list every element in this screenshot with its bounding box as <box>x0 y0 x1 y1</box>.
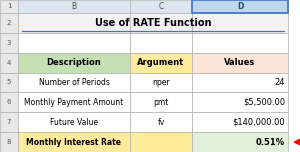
Text: pmt: pmt <box>153 98 169 107</box>
Bar <box>0 13 18 33</box>
Bar <box>0 73 18 92</box>
Text: 2: 2 <box>7 20 11 26</box>
Bar <box>130 33 192 53</box>
Text: Description: Description <box>46 58 101 67</box>
Bar <box>130 112 192 132</box>
Text: $5,500.00: $5,500.00 <box>243 98 285 107</box>
Bar <box>0 53 18 73</box>
Text: 3: 3 <box>7 40 11 46</box>
Text: 6: 6 <box>7 99 11 105</box>
Bar <box>18 0 130 13</box>
Bar <box>18 132 130 152</box>
Bar <box>192 132 288 152</box>
Bar <box>18 13 130 33</box>
Bar <box>192 0 288 13</box>
Text: Number of Periods: Number of Periods <box>39 78 110 87</box>
Bar <box>0 92 18 112</box>
Text: 5: 5 <box>7 79 11 85</box>
Text: C: C <box>158 2 164 11</box>
Bar <box>0 132 18 152</box>
Text: 0.51%: 0.51% <box>256 138 285 147</box>
Bar <box>192 0 288 13</box>
Bar <box>192 13 288 33</box>
Bar <box>0 112 18 132</box>
Text: $140,000.00: $140,000.00 <box>232 118 285 127</box>
Bar <box>130 73 192 92</box>
Bar <box>192 92 288 112</box>
Bar <box>192 33 288 53</box>
Bar <box>130 13 192 33</box>
Bar <box>192 73 288 92</box>
Text: Use of RATE Function: Use of RATE Function <box>95 18 211 28</box>
Text: Future Value: Future Value <box>50 118 98 127</box>
Text: fv: fv <box>158 118 165 127</box>
Text: 24: 24 <box>274 78 285 87</box>
Bar <box>130 53 192 73</box>
Bar <box>0 33 18 53</box>
Text: D: D <box>237 2 243 11</box>
Bar <box>18 73 130 92</box>
Bar <box>18 33 130 53</box>
Bar <box>18 112 130 132</box>
Text: nper: nper <box>152 78 170 87</box>
Bar <box>130 132 192 152</box>
Bar <box>18 92 130 112</box>
Text: 8: 8 <box>7 139 11 145</box>
Text: Values: Values <box>224 58 256 67</box>
Bar <box>130 92 192 112</box>
Bar <box>130 0 192 13</box>
Text: Monthly Payment Amount: Monthly Payment Amount <box>24 98 124 107</box>
Text: Argument: Argument <box>137 58 184 67</box>
Text: Monthly Interest Rate: Monthly Interest Rate <box>26 138 122 147</box>
Text: B: B <box>71 2 76 11</box>
Bar <box>192 53 288 73</box>
Bar <box>192 112 288 132</box>
Bar <box>18 53 130 73</box>
Text: 1: 1 <box>7 3 11 9</box>
Bar <box>0 0 18 13</box>
Text: 7: 7 <box>7 119 11 125</box>
Text: 4: 4 <box>7 60 11 66</box>
